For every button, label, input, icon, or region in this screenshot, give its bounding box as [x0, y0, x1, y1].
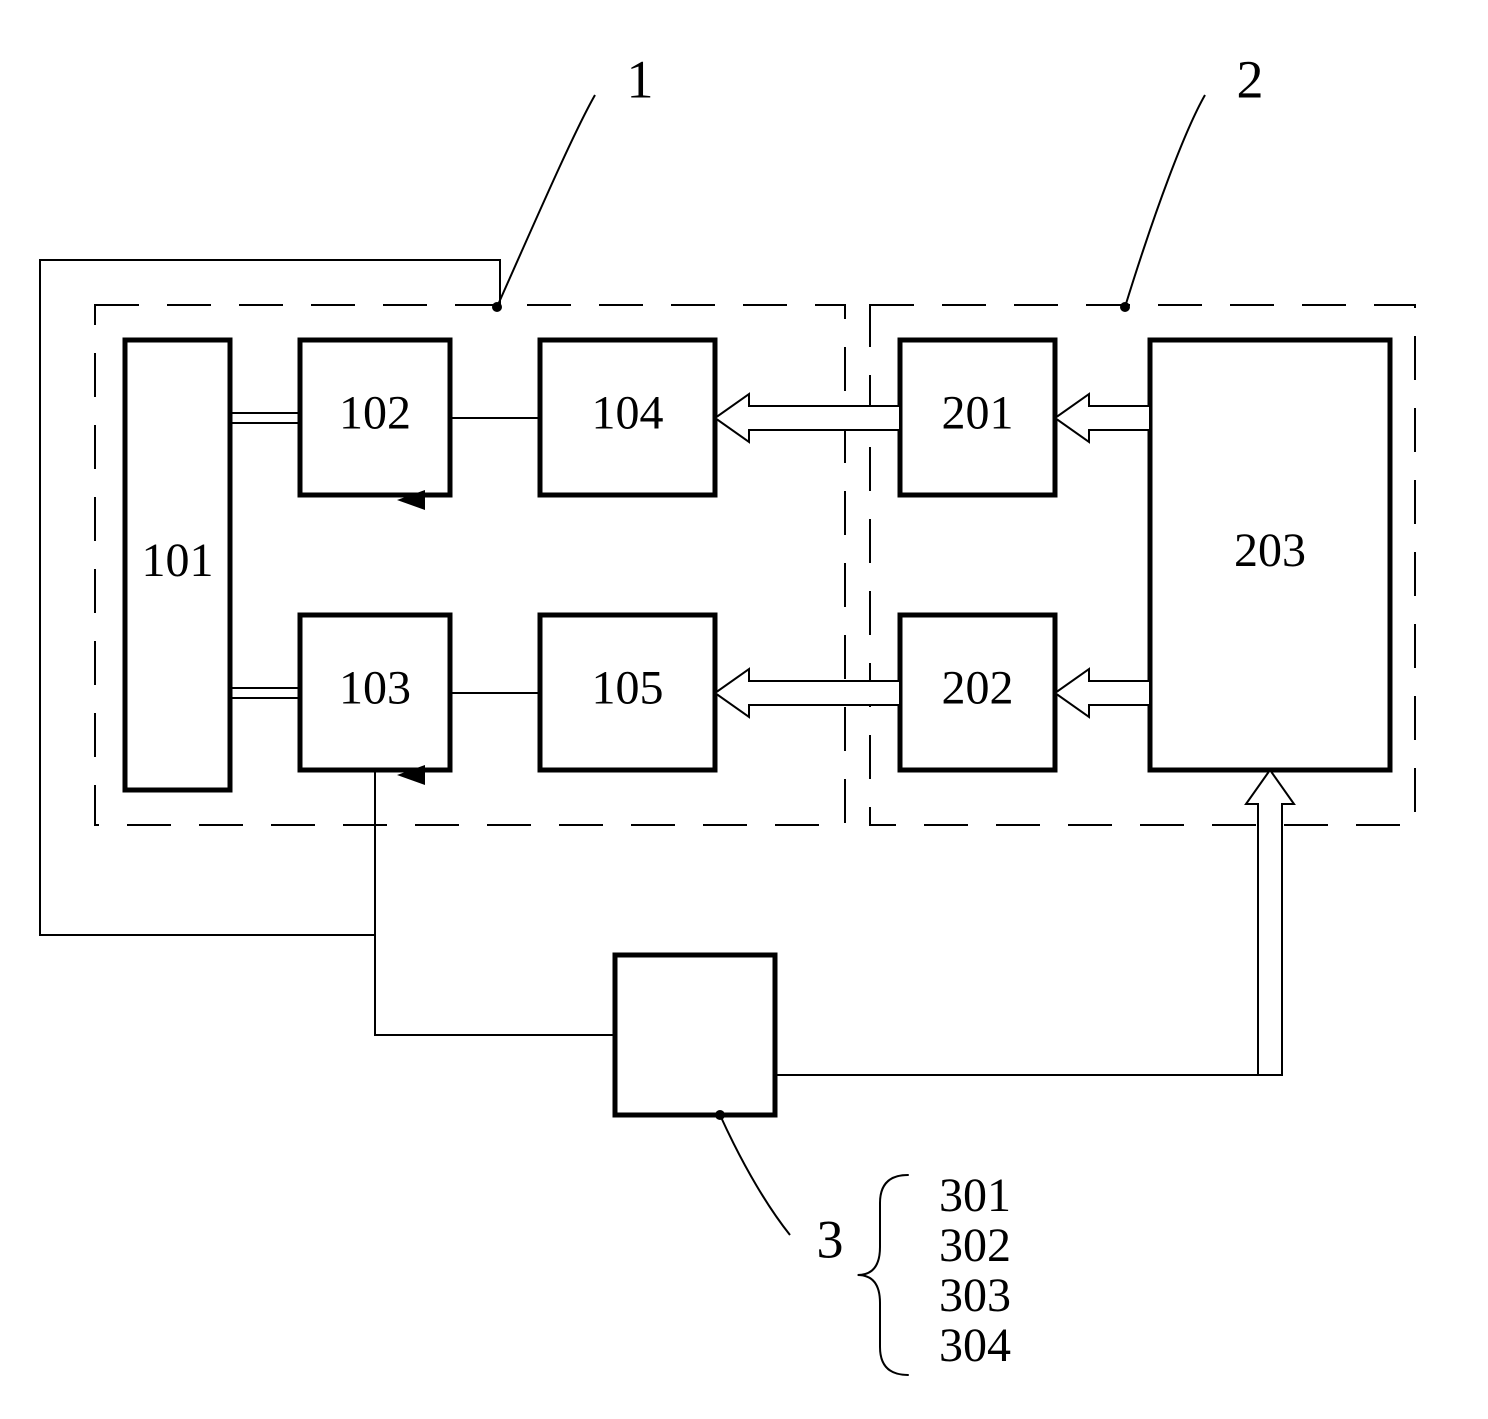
brace-item-2: 303 [939, 1269, 1011, 1322]
leader-dot-icon [1120, 302, 1130, 312]
block-b3 [615, 955, 775, 1115]
block-b104-label: 104 [592, 387, 664, 440]
leader-dot-icon [492, 302, 502, 312]
hollow-arrow-left-icon [715, 394, 900, 442]
brace-item-1: 302 [939, 1219, 1011, 1272]
block-b102-label: 102 [339, 387, 411, 440]
hollow-arrow-left-icon [715, 669, 900, 717]
hollow-arrow-left-icon [1055, 669, 1150, 717]
leader-l1 [497, 95, 595, 307]
wire [40, 260, 500, 935]
block-b101-label: 101 [142, 534, 214, 587]
block-b201-label: 201 [942, 387, 1014, 440]
hollow-arrow-up-icon [1246, 770, 1294, 1075]
leader-l1-label: 1 [627, 49, 654, 109]
group-g2 [870, 305, 1415, 825]
block-b203-label: 203 [1234, 524, 1306, 577]
leader-l2-label: 2 [1237, 49, 1264, 109]
hollow-arrow-left-icon [1055, 394, 1150, 442]
leader-l3 [720, 1115, 790, 1235]
block-b103-label: 103 [339, 662, 411, 715]
block-b105-label: 105 [592, 662, 664, 715]
block-b202-label: 202 [942, 662, 1014, 715]
leader-l3-label: 3 [817, 1209, 844, 1269]
brace-item-3: 304 [939, 1319, 1011, 1372]
brace-icon [858, 1175, 908, 1375]
brace-item-0: 301 [939, 1169, 1011, 1222]
leader-l2 [1125, 95, 1205, 307]
leader-dot-icon [715, 1110, 725, 1120]
wire [375, 770, 615, 1035]
